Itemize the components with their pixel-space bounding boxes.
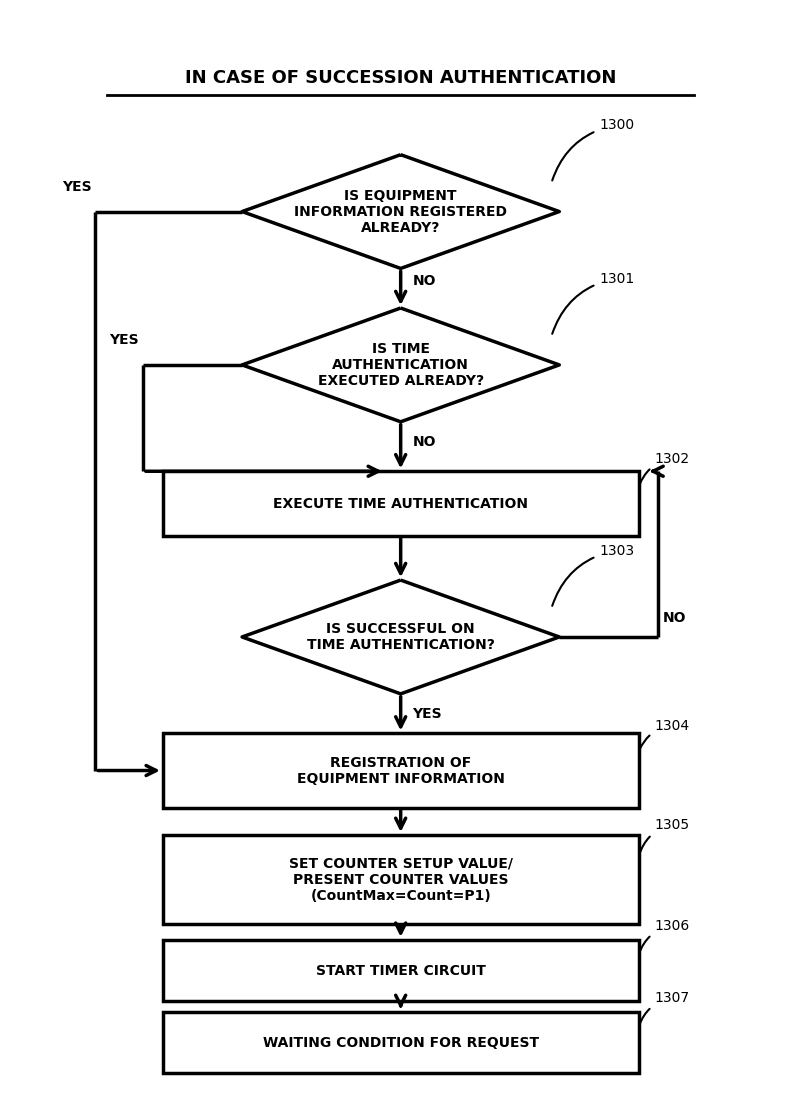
Text: IS SUCCESSFUL ON
TIME AUTHENTICATION?: IS SUCCESSFUL ON TIME AUTHENTICATION?: [307, 622, 494, 652]
Text: EXECUTE TIME AUTHENTICATION: EXECUTE TIME AUTHENTICATION: [273, 497, 528, 511]
Text: 1300: 1300: [552, 118, 634, 181]
Text: YES: YES: [413, 706, 442, 721]
Text: REGISTRATION OF
EQUIPMENT INFORMATION: REGISTRATION OF EQUIPMENT INFORMATION: [296, 756, 505, 786]
Text: 1302: 1302: [639, 452, 690, 485]
Text: YES: YES: [62, 180, 91, 194]
Text: WAITING CONDITION FOR REQUEST: WAITING CONDITION FOR REQUEST: [263, 1036, 538, 1050]
Text: 1303: 1303: [552, 543, 634, 606]
Text: START TIMER CIRCUIT: START TIMER CIRCUIT: [316, 963, 485, 978]
Bar: [163, 471, 638, 536]
Text: NO: NO: [413, 273, 436, 288]
Bar: [163, 835, 638, 924]
Text: 1307: 1307: [639, 991, 690, 1024]
Text: YES: YES: [109, 334, 139, 347]
Text: IS TIME
AUTHENTICATION
EXECUTED ALREADY?: IS TIME AUTHENTICATION EXECUTED ALREADY?: [317, 341, 484, 388]
Text: 1301: 1301: [552, 271, 634, 334]
Bar: [163, 940, 638, 1001]
Text: 1305: 1305: [639, 818, 690, 855]
Text: IS EQUIPMENT
INFORMATION REGISTERED
ALREADY?: IS EQUIPMENT INFORMATION REGISTERED ALRE…: [294, 189, 507, 235]
Text: NO: NO: [662, 612, 686, 625]
Text: NO: NO: [413, 435, 436, 449]
Text: 1306: 1306: [639, 918, 690, 952]
Text: SET COUNTER SETUP VALUE/
PRESENT COUNTER VALUES
(CountMax=Count=P1): SET COUNTER SETUP VALUE/ PRESENT COUNTER…: [288, 856, 513, 903]
Bar: [163, 733, 638, 808]
Text: IN CASE OF SUCCESSION AUTHENTICATION: IN CASE OF SUCCESSION AUTHENTICATION: [185, 69, 616, 87]
Bar: [163, 1012, 638, 1074]
Text: 1304: 1304: [639, 719, 690, 750]
